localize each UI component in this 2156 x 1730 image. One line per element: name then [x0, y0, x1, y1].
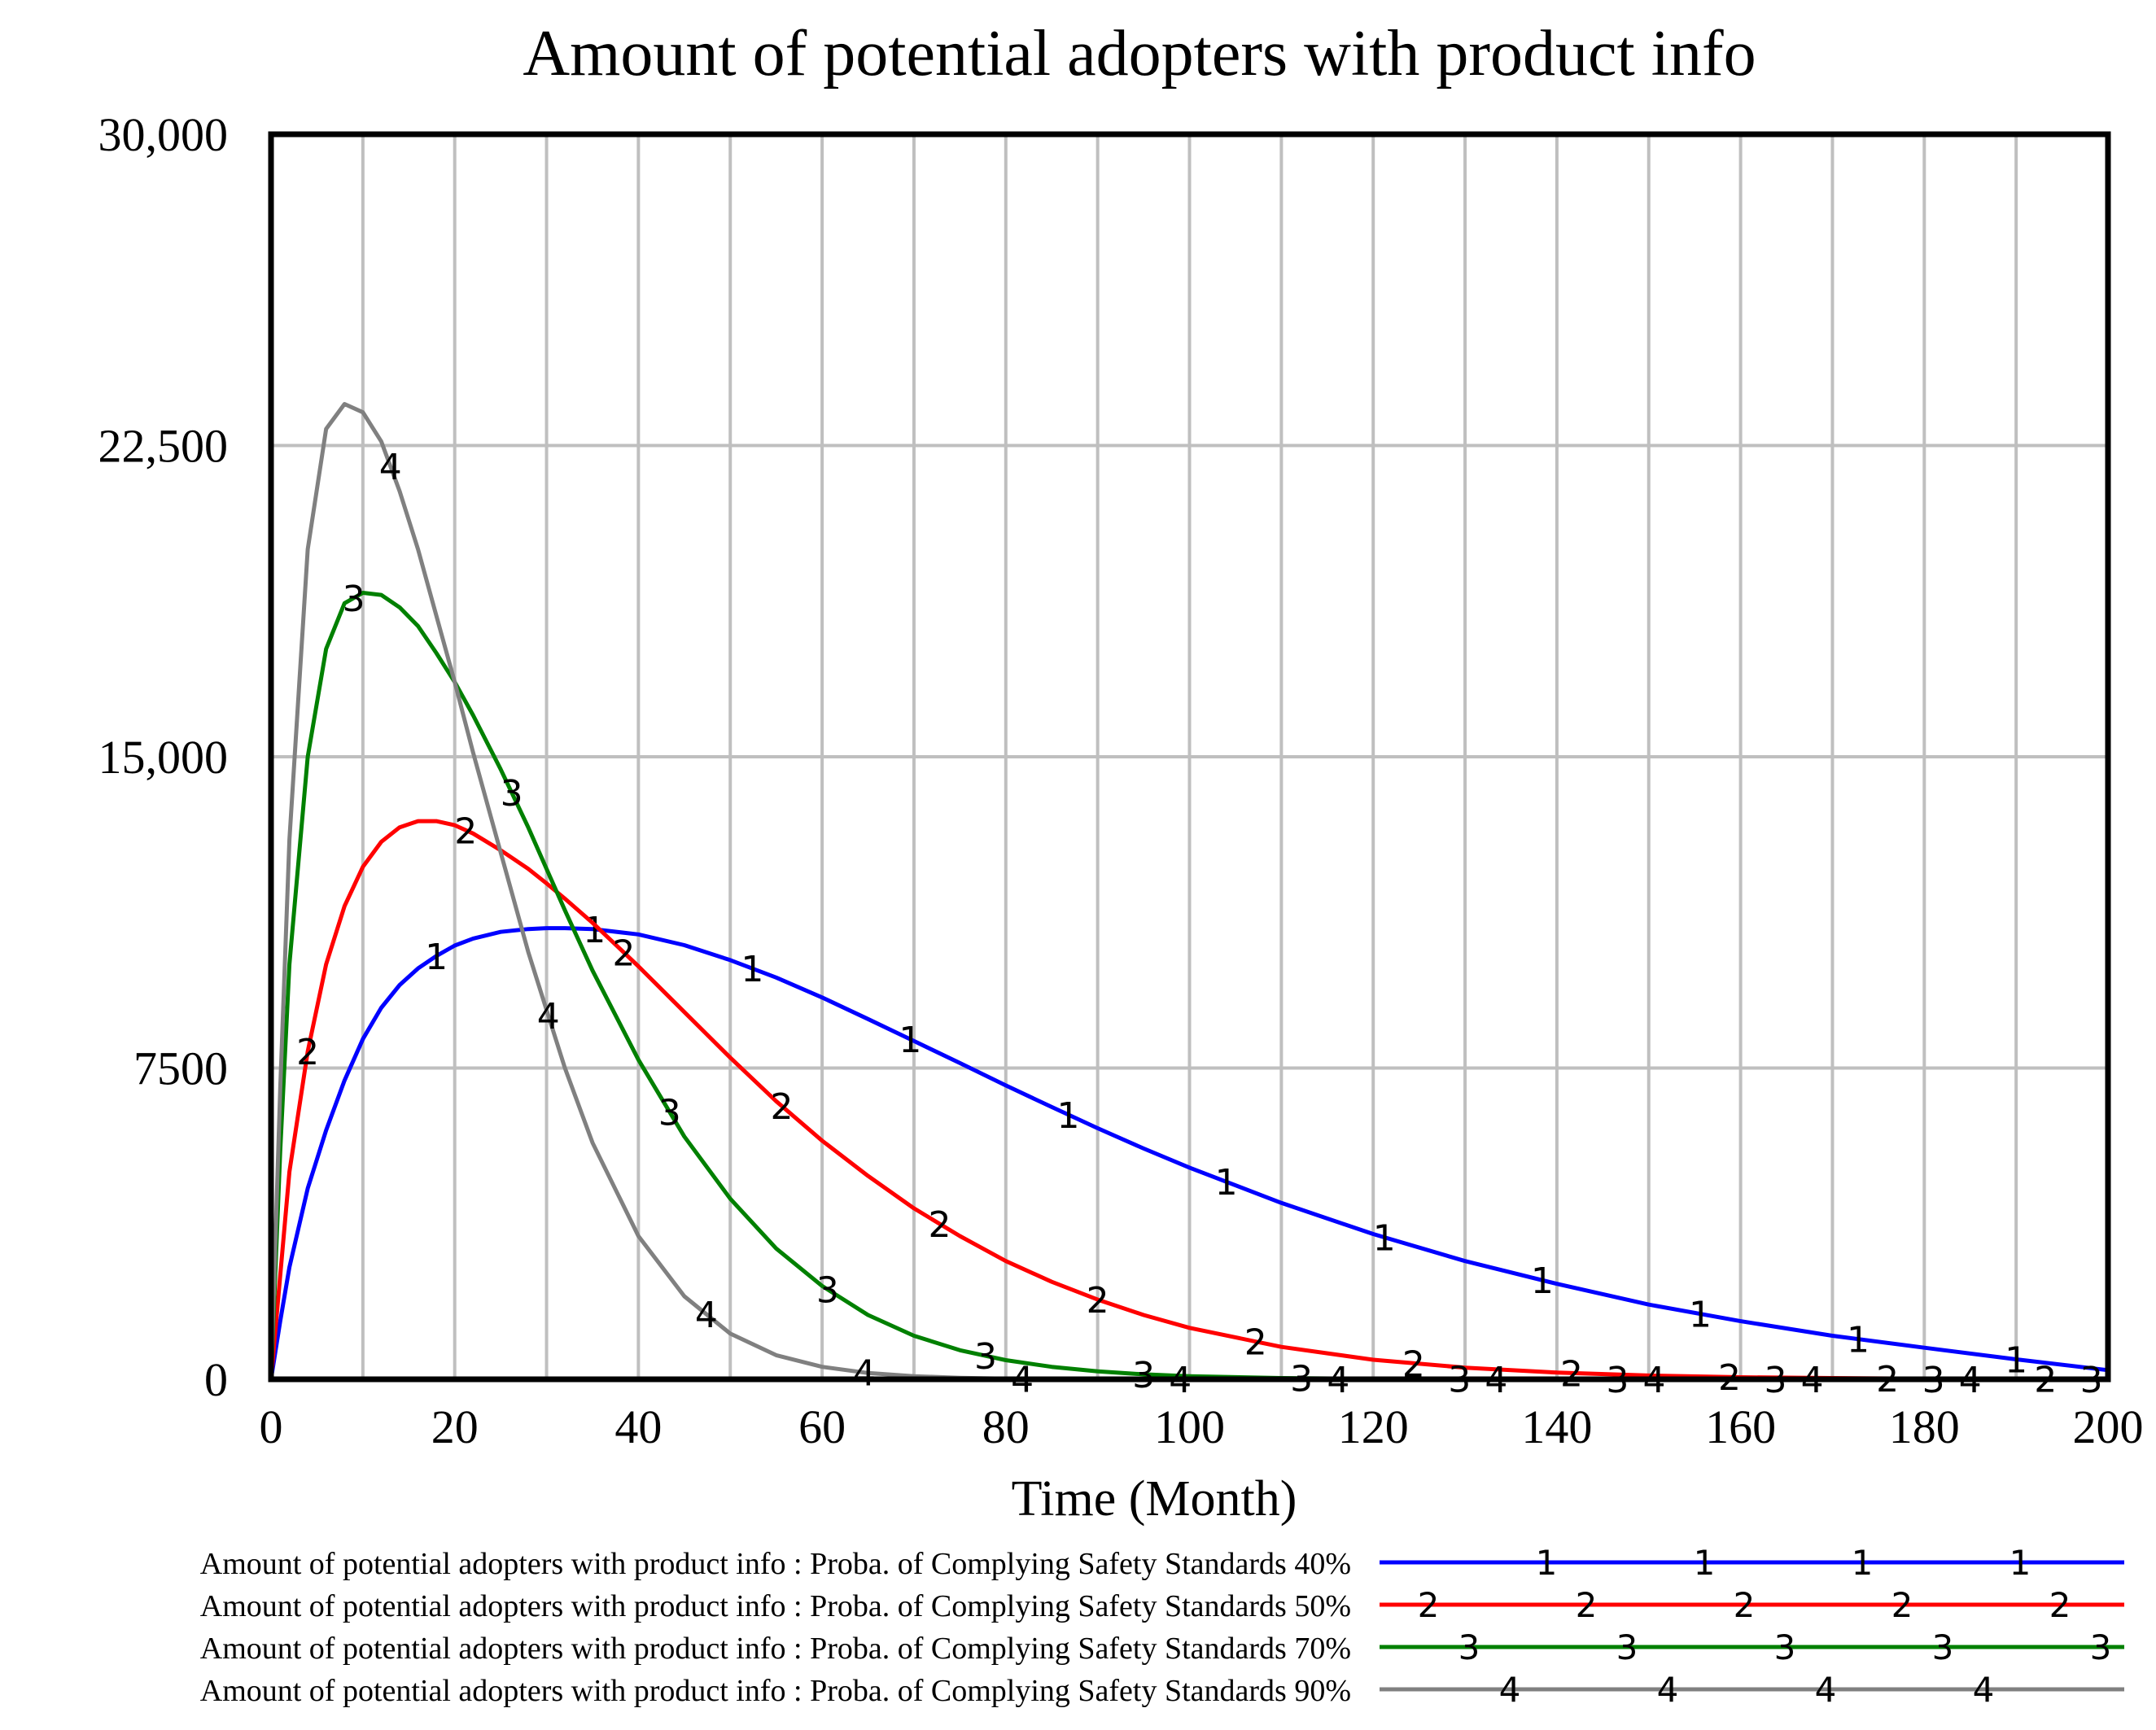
plot-frame [268, 131, 2111, 1383]
series-marker-3: 3 [658, 1092, 681, 1134]
gridlines [271, 134, 2108, 1379]
series-marker-4: 4 [853, 1353, 876, 1395]
series-marker-2: 2 [296, 1032, 319, 1073]
legend-marker-2: 2 [1891, 1585, 1913, 1625]
x-tick-label: 0 [260, 1400, 283, 1453]
legend-marker-2: 2 [1576, 1585, 1598, 1625]
series-line-2 [269, 819, 2109, 1382]
series-marker-1: 1 [741, 949, 763, 990]
series-marker-1: 1 [1057, 1095, 1080, 1137]
series-marker-1: 1 [1215, 1162, 1238, 1204]
x-tick-label: 100 [1154, 1400, 1225, 1453]
series-marker-2: 2 [929, 1204, 951, 1246]
y-tick-label: 30,000 [98, 108, 229, 161]
x-tick-label: 80 [982, 1400, 1030, 1453]
series-marker-1: 1 [1847, 1320, 1870, 1361]
legend-label-4: Amount of potential adopters with produc… [200, 1674, 1351, 1708]
series-marker-3: 3 [501, 773, 523, 815]
series-line-1 [269, 926, 2109, 1380]
legend-marker-4: 4 [1657, 1670, 1679, 1710]
x-tick-label: 20 [431, 1400, 479, 1453]
x-tick-label: 140 [1521, 1400, 1592, 1453]
axis-ticks: 0 20 40 60 80 100 120 140 160 180 2000750015,00022… [98, 108, 2144, 1453]
legend-marker-1: 1 [1852, 1543, 1874, 1583]
legend-marker-2: 2 [2049, 1585, 2071, 1625]
series-marker-3: 3 [816, 1270, 839, 1312]
series-marker-2: 2 [454, 810, 477, 852]
legend-marker-3: 3 [1932, 1627, 1954, 1667]
y-tick-label: 7500 [133, 1042, 228, 1095]
chart-title: Amount of potential adopters with produc… [523, 18, 1756, 90]
legend-marker-1: 1 [1536, 1543, 1558, 1583]
x-axis-label: Time (Month) [1012, 1471, 1297, 1527]
legend-marker-3: 3 [1458, 1627, 1480, 1667]
legend-marker-1: 1 [2009, 1543, 2031, 1583]
series-marker-2: 2 [1244, 1322, 1267, 1364]
legend-marker-3: 3 [2090, 1627, 2112, 1667]
x-tick-label: 160 [1705, 1400, 1776, 1453]
legend-marker-1: 1 [1694, 1543, 1716, 1583]
legend: Amount of potential adopters with produc… [200, 1543, 2124, 1710]
series-marker-2: 2 [770, 1086, 793, 1128]
y-tick-label: 0 [204, 1353, 228, 1406]
series-marker-3: 3 [974, 1336, 997, 1378]
x-tick-label: 180 [1889, 1400, 1960, 1453]
x-tick-label: 40 [614, 1400, 662, 1453]
series-marker-3: 3 [343, 579, 365, 620]
legend-label-1: Amount of potential adopters with produc… [200, 1547, 1351, 1581]
legend-label-3: Amount of potential adopters with produc… [200, 1632, 1351, 1666]
legend-label-2: Amount of potential adopters with produc… [200, 1589, 1351, 1623]
series-marker-1: 1 [1373, 1217, 1396, 1259]
series-marker-1: 1 [1689, 1295, 1712, 1336]
legend-marker-3: 3 [1616, 1627, 1638, 1667]
series-marker-1: 1 [1531, 1260, 1554, 1302]
legend-marker-3: 3 [1774, 1627, 1796, 1667]
series-marker-1: 1 [2005, 1340, 2027, 1382]
x-tick-label: 120 [1338, 1400, 1409, 1453]
x-tick-label: 200 [2073, 1400, 2144, 1453]
legend-marker-4: 4 [1815, 1670, 1837, 1710]
legend-marker-2: 2 [1734, 1585, 1756, 1625]
series-marker-3: 3 [1132, 1355, 1155, 1396]
series-marker-2: 2 [612, 933, 635, 974]
series-marker-4: 4 [537, 996, 560, 1038]
series-marker-2: 2 [1087, 1280, 1109, 1322]
legend-marker-4: 4 [1973, 1670, 1995, 1710]
series-marker-4: 4 [695, 1295, 718, 1336]
series-marker-2: 2 [1560, 1353, 1583, 1395]
series-marker-1: 1 [899, 1020, 921, 1061]
legend-marker-4: 4 [1499, 1670, 1521, 1710]
legend-marker-2: 2 [1418, 1585, 1440, 1625]
y-tick-label: 15,000 [98, 731, 229, 784]
series-marker-4: 4 [379, 447, 402, 488]
x-tick-label: 60 [798, 1400, 846, 1453]
series-marker-1: 1 [425, 937, 448, 978]
y-tick-label: 22,500 [98, 420, 229, 473]
